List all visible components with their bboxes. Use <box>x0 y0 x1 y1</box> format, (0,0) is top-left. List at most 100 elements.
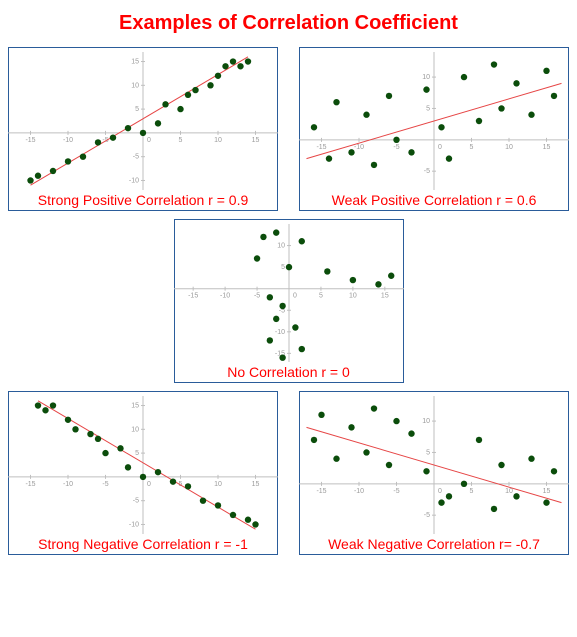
data-point <box>446 155 452 161</box>
svg-text:-10: -10 <box>354 144 364 151</box>
svg-text:0: 0 <box>147 481 151 488</box>
data-point <box>326 155 332 161</box>
data-point <box>170 478 176 484</box>
scatter-plot: -15-10-5051015-5510 <box>299 396 569 534</box>
data-point <box>408 149 414 155</box>
data-point <box>438 499 444 505</box>
svg-text:-15: -15 <box>188 293 198 300</box>
svg-text:15: 15 <box>380 293 388 300</box>
svg-text:-5: -5 <box>424 168 430 175</box>
data-point <box>80 153 86 159</box>
data-point <box>260 234 266 240</box>
data-point <box>237 63 243 69</box>
data-point <box>318 412 324 418</box>
chart-panel-strong-pos: -15-10-5051015-10-551015Strong Positive … <box>8 47 278 211</box>
svg-text:10: 10 <box>422 418 430 425</box>
svg-text:15: 15 <box>131 403 139 410</box>
chart-caption: Weak Positive Correlation r = 0.6 <box>332 192 537 208</box>
svg-text:10: 10 <box>348 293 356 300</box>
data-point <box>125 125 131 131</box>
data-point <box>65 417 71 423</box>
svg-text:10: 10 <box>131 426 139 433</box>
svg-text:-15: -15 <box>25 137 35 144</box>
svg-text:0: 0 <box>293 293 297 300</box>
data-point <box>215 73 221 79</box>
chart-panel-strong-neg: -15-10-5051015-10-551015Strong Negative … <box>8 391 278 555</box>
svg-text:10: 10 <box>131 82 139 89</box>
svg-text:-10: -10 <box>220 293 230 300</box>
data-point <box>423 468 429 474</box>
data-point <box>311 437 317 443</box>
svg-text:15: 15 <box>252 137 260 144</box>
data-point <box>230 58 236 64</box>
svg-text:5: 5 <box>426 105 430 112</box>
data-point <box>200 497 206 503</box>
svg-text:0: 0 <box>438 488 442 495</box>
svg-text:-10: -10 <box>354 488 364 495</box>
svg-text:-5: -5 <box>102 481 108 488</box>
svg-text:-10: -10 <box>63 481 73 488</box>
data-point <box>162 101 168 107</box>
scatter-plot: -15-10-5051015-10-551015 <box>8 396 278 534</box>
data-point <box>375 281 381 287</box>
data-point <box>230 512 236 518</box>
data-point <box>35 173 41 179</box>
data-point <box>298 238 304 244</box>
data-point <box>279 303 285 309</box>
svg-text:-15: -15 <box>316 488 326 495</box>
scatter-plot: -15-10-5051015-15-10-5510 <box>174 224 404 362</box>
svg-text:-5: -5 <box>133 154 139 161</box>
data-point <box>50 402 56 408</box>
data-point <box>279 354 285 360</box>
chart-grid: -15-10-5051015-10-551015Strong Positive … <box>8 47 569 555</box>
data-point <box>324 268 330 274</box>
data-point <box>349 277 355 283</box>
svg-text:15: 15 <box>543 144 551 151</box>
data-point <box>117 445 123 451</box>
data-point <box>348 149 354 155</box>
chart-caption: Strong Negative Correlation r = -1 <box>38 536 248 552</box>
data-point <box>298 346 304 352</box>
scatter-plot: -15-10-5051015-10-551015 <box>8 52 278 190</box>
svg-text:0: 0 <box>147 137 151 144</box>
data-point <box>185 92 191 98</box>
data-point <box>252 521 258 527</box>
data-point <box>140 474 146 480</box>
data-point <box>185 483 191 489</box>
svg-text:5: 5 <box>318 293 322 300</box>
data-point <box>72 426 78 432</box>
data-point <box>543 68 549 74</box>
data-point <box>266 294 272 300</box>
data-point <box>155 120 161 126</box>
data-point <box>388 273 394 279</box>
data-point <box>371 405 377 411</box>
svg-text:5: 5 <box>135 450 139 457</box>
data-point <box>102 450 108 456</box>
data-point <box>215 502 221 508</box>
data-point <box>498 105 504 111</box>
svg-text:5: 5 <box>135 106 139 113</box>
chart-row: -15-10-5051015-10-551015Strong Negative … <box>8 391 569 555</box>
svg-text:-5: -5 <box>424 512 430 519</box>
svg-text:-10: -10 <box>274 329 284 336</box>
data-point <box>155 469 161 475</box>
data-point <box>498 462 504 468</box>
svg-text:-15: -15 <box>25 481 35 488</box>
svg-text:5: 5 <box>281 264 285 271</box>
data-point <box>461 481 467 487</box>
data-point <box>245 58 251 64</box>
data-point <box>348 424 354 430</box>
svg-text:-5: -5 <box>393 144 399 151</box>
data-point <box>543 499 549 505</box>
data-point <box>245 517 251 523</box>
data-point <box>192 87 198 93</box>
svg-text:-5: -5 <box>253 293 259 300</box>
data-point <box>333 456 339 462</box>
svg-text:10: 10 <box>505 144 513 151</box>
chart-panel-weak-pos: -15-10-5051015-5510Weak Positive Correla… <box>299 47 569 211</box>
page-title: Examples of Correlation Coefficient <box>8 12 569 35</box>
data-point <box>266 337 272 343</box>
data-point <box>87 431 93 437</box>
data-point <box>393 418 399 424</box>
data-point <box>551 93 557 99</box>
